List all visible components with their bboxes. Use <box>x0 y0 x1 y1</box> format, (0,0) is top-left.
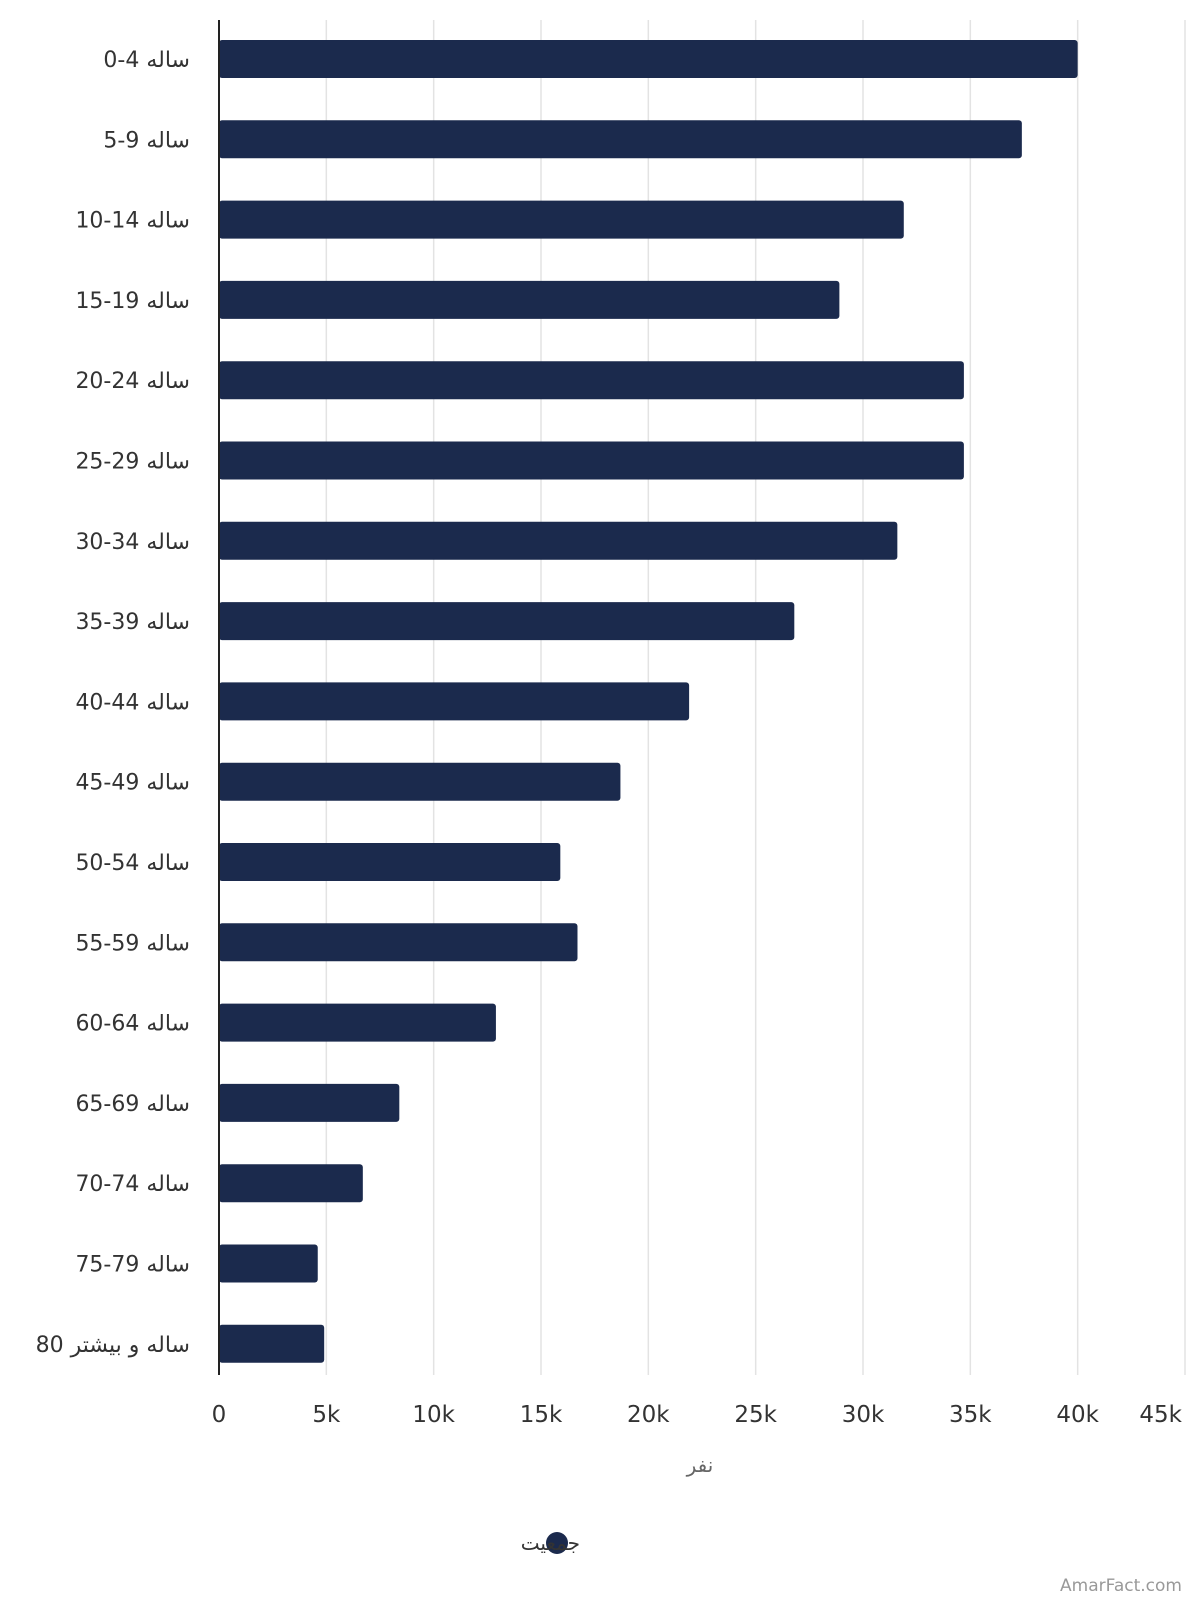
bar-13[interactable] <box>219 1083 400 1122</box>
x-tick-label-6: 30k <box>842 1402 885 1428</box>
bar-3[interactable] <box>219 280 840 319</box>
category-label-10: 50-54 ساله <box>75 851 190 876</box>
category-label-12: 60-64 ساله <box>75 1012 190 1037</box>
category-labels: 0-4 ساله 5-9 ساله 10-14 ساله 15-19 ساله 20-2… <box>36 48 190 1358</box>
category-label-14: 70-74 ساله <box>75 1172 190 1197</box>
category-label-7: 35-39 ساله <box>75 610 190 635</box>
category-label-2: 10-14 ساله <box>75 209 190 234</box>
bar-16[interactable] <box>219 1324 325 1363</box>
category-label-6: 30-34 ساله <box>75 530 190 555</box>
bar-5[interactable] <box>219 441 964 480</box>
bar-8[interactable] <box>219 682 690 721</box>
category-label-0: 0-4 ساله <box>103 48 190 73</box>
bar-11[interactable] <box>219 923 578 962</box>
bar-12[interactable] <box>219 1003 496 1042</box>
bar-2[interactable] <box>219 200 904 239</box>
x-tick-label-0: 0 <box>212 1402 227 1428</box>
category-label-8: 40-44 ساله <box>75 690 190 715</box>
bar-0[interactable] <box>219 40 1078 78</box>
category-label-15: 75-79 ساله <box>75 1253 190 1278</box>
category-label-1: 5-9 ساله <box>103 128 190 153</box>
bar-14[interactable] <box>219 1164 363 1203</box>
bar-1[interactable] <box>219 120 1022 159</box>
x-tick-label-8: 40k <box>1056 1402 1099 1428</box>
bar-7[interactable] <box>219 602 795 641</box>
bar-10[interactable] <box>219 843 561 881</box>
bar-9[interactable] <box>219 762 621 801</box>
x-tick-label-2: 10k <box>412 1402 455 1428</box>
legend-marker <box>546 1532 568 1554</box>
x-tick-label-4: 20k <box>627 1402 670 1428</box>
category-label-9: 45-49 ساله <box>75 771 190 796</box>
category-label-13: 65-69 ساله <box>75 1092 190 1117</box>
category-label-11: 55-59 ساله <box>75 931 190 956</box>
category-label-3: 15-19 ساله <box>75 289 190 314</box>
x-tick-label-9: 45k <box>1139 1402 1182 1428</box>
bar-4[interactable] <box>219 361 964 400</box>
legend[interactable]: جمعیت <box>521 1531 580 1555</box>
legend-label: جمعیت <box>521 1531 580 1555</box>
x-tick-label-3: 15k <box>520 1402 563 1428</box>
x-tick-label-5: 25k <box>734 1402 777 1428</box>
x-tick-labels: 0 5k 10k 15k 20k 25k 30k 35k 40k 45k <box>212 1402 1183 1428</box>
bar-6[interactable] <box>219 521 898 560</box>
credit-text[interactable]: AmarFact.com <box>1060 1576 1182 1596</box>
x-tick-label-7: 35k <box>949 1402 992 1428</box>
category-label-16: 80 ساله و بیشتر <box>36 1333 190 1358</box>
x-tick-label-1: 5k <box>312 1402 341 1428</box>
category-label-4: 20-24 ساله <box>75 369 190 394</box>
x-axis-title: نفر <box>686 1453 714 1477</box>
bar-15[interactable] <box>219 1244 318 1283</box>
bars <box>219 40 1078 1363</box>
category-label-5: 25-29 ساله <box>75 450 190 475</box>
grid-lines <box>325 20 1186 1375</box>
